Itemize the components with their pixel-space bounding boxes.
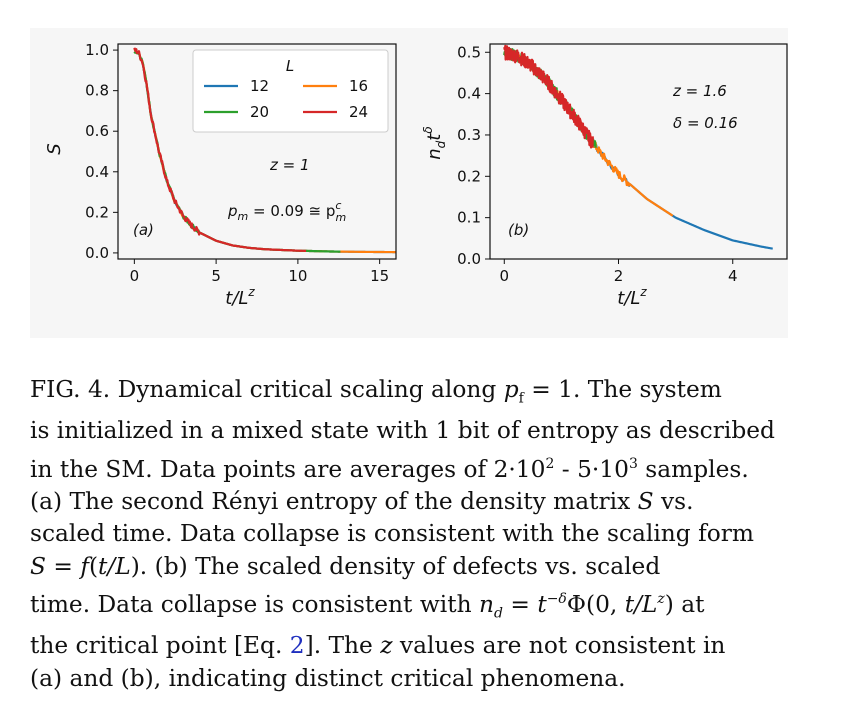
caption-line: in the SM. Data points are averages of 2…: [30, 455, 749, 483]
caption-line: the critical point [Eq. 2]. The z values…: [30, 632, 726, 660]
y-tick-label: 0.0: [457, 250, 481, 268]
x-tick-label: 2: [614, 267, 624, 285]
panel-a-label: (a): [133, 221, 154, 239]
legend-label-L24: 24: [349, 103, 368, 121]
caption-line: FIG. 4. Dynamical critical scaling along…: [30, 376, 722, 407]
panel-a-axes-frame: [117, 43, 397, 260]
panel-a-plot: 0 5 10 15 0.0 0.2 0.4 0.6 0.8 1.0 S t/Lz L 12 16 20…: [44, 41, 397, 309]
x-tick-label: 10: [288, 267, 307, 285]
panel-b-series-group: [503, 44, 773, 250]
x-tick-label: 0: [130, 267, 140, 285]
caption-line: time. Data collapse is consistent with n…: [30, 591, 705, 622]
legend-label-L20: 20: [250, 103, 269, 121]
equation-reference-link[interactable]: 2: [289, 632, 305, 660]
panel-a-ylabel: S: [44, 143, 65, 154]
x-tick-label: 15: [370, 267, 389, 285]
series-line-L24: [133, 47, 307, 252]
y-tick-label: 0.2: [457, 167, 481, 185]
caption-line: scaled time. Data collapse is consistent…: [30, 520, 754, 548]
caption-line: is initialized in a mixed state with 1 b…: [30, 417, 775, 445]
panel-b-ticks: 0 2 4 0.0 0.1 0.2 0.3 0.4 0.5: [457, 43, 737, 285]
panel-b-xlabel: t/Lz: [617, 285, 647, 309]
y-tick-label: 0.6: [85, 122, 109, 140]
y-tick-label: 1.0: [85, 41, 109, 59]
panel-a-series-group: [133, 47, 397, 254]
panel-b-plot: 0 2 40.00.10.20.30.40.5 ndtδ t/Lz z = 1.6 …: [421, 43, 788, 309]
x-tick-label: 4: [728, 267, 738, 285]
caption-line: S = f(t/L). (b) The scaled density of de…: [30, 552, 661, 580]
y-tick-label: 0.5: [457, 43, 481, 61]
panel-b-ylabel: ndtδ: [421, 126, 448, 159]
caption-line: (a) The second Rényi entropy of the dens…: [30, 487, 694, 515]
legend-title: L: [286, 57, 294, 75]
panel-a-ticks: 0 5 10 15 0.0 0.2 0.4 0.6 0.8 1.0: [85, 41, 389, 285]
y-tick-label: 0.1: [457, 209, 481, 227]
y-tick-label: 0.0: [85, 244, 109, 262]
figure: 0 5 10 15 0.0 0.2 0.4 0.6 0.8 1.0 S t/Lz L 12 16 20…: [30, 28, 788, 338]
x-tick-label: 0: [500, 267, 510, 285]
panel-a-annotation-z: z = 1: [269, 156, 310, 174]
series-line-L24: [503, 44, 594, 149]
y-tick-label: 0.8: [85, 82, 109, 100]
figure-caption: FIG. 4. Dynamical critical scaling along…: [30, 374, 790, 695]
panel-b-annotation-delta: δ = 0.16: [673, 114, 738, 132]
panel-a-xlabel: t/Lz: [225, 285, 255, 309]
legend-label-L12: 12: [250, 77, 269, 95]
legend-box: [192, 49, 389, 133]
panel-a-annotation-pm: pm = 0.09 ≅ pc m: [227, 199, 346, 224]
x-tick-label: 5: [211, 267, 221, 285]
panel-b-axes-frame: [489, 43, 788, 260]
y-tick-label: 0.4: [457, 85, 481, 103]
legend-items: 12 16 20 24: [204, 77, 368, 121]
y-tick-label: 0.3: [457, 126, 481, 144]
panel-a-legend: L 12 16 20 24: [192, 49, 389, 133]
caption-line: (a) and (b), indicating distinct critica…: [30, 664, 626, 692]
panel-b-annotation-z: z = 1.6: [672, 82, 727, 100]
figure-svg: 0 5 10 150.00.20.40.60.81.0 S t/Lz L 12 1620…: [44, 41, 788, 309]
y-tick-label: 0.2: [85, 203, 109, 221]
y-tick-label: 0.4: [85, 163, 109, 181]
panel-b-label: (b): [508, 221, 529, 239]
legend-label-L16: 16: [349, 77, 368, 95]
